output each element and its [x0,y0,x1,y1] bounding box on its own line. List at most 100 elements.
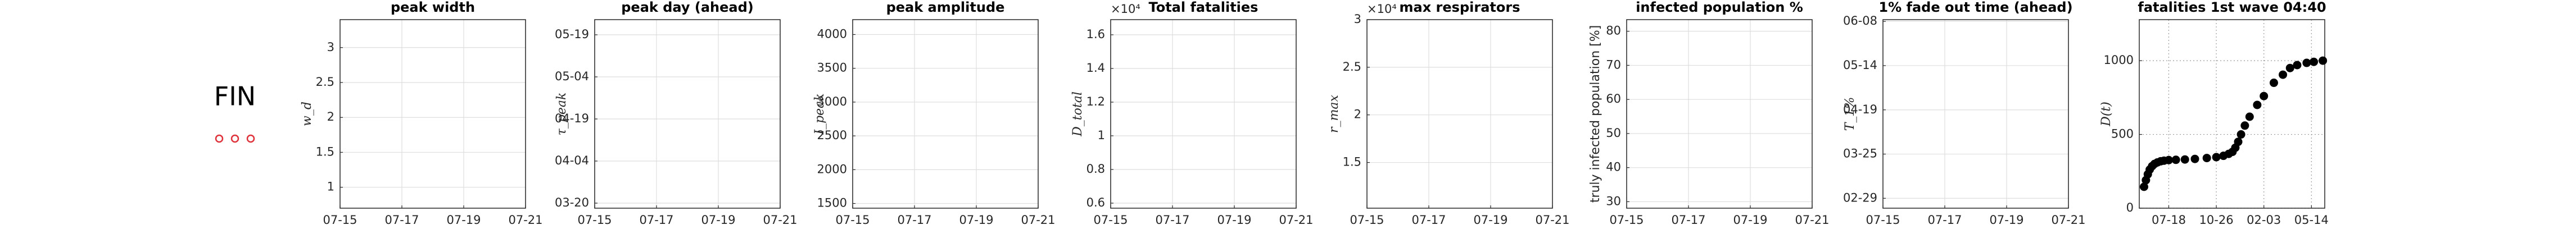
country-label: FIN [214,81,256,112]
y-tick-label: 04-19 [1843,103,1877,116]
chart-title: max respirators [1400,0,1520,15]
axes-box [1110,19,1297,209]
data-point [2180,155,2189,164]
x-tick-label: 07-21 [1021,213,1055,227]
panel: 1 1.5 2 2.5 3 07-15 07-17 07-19 07-21 peak width w… [300,0,543,227]
y-tick-label: 2000 [817,162,847,176]
x-tick-label: 07-17 [639,213,673,227]
y-tick-label: 80 [1606,24,1621,38]
y-tick-label: 06-08 [1843,14,1877,27]
data-point [2240,121,2249,130]
data-point [2260,91,2269,100]
panel: 30 40 50 60 70 80 07-15 07-17 07-19 07-21 infected… [1588,0,1830,227]
data-point [2171,155,2180,164]
x-tick-label: 07-21 [508,213,542,227]
x-tick-label: 07-17 [897,213,931,227]
y-tick-label: 1000 [2104,53,2134,67]
x-tick-label: 07-17 [1411,213,1446,227]
x-tick-label: 07-21 [1535,213,1569,227]
y-axis-label: D_total [1071,91,1085,137]
axes-box [339,19,526,209]
y-axis-label: T_1% [1843,97,1857,131]
data-point [2293,61,2302,70]
x-tick-label: 05-14 [2294,213,2329,227]
chart-title: 1% fade out time (ahead) [1878,0,2072,15]
data-point [2279,70,2288,79]
chart-title: peak width [391,0,475,15]
y-tick-label: 1.4 [1086,61,1105,75]
y-tick-label: 1.5 [316,145,334,158]
x-tick-label: 07-19 [1473,213,1507,227]
x-tick-label: 07-21 [2051,213,2085,227]
y-tick-label: 1.2 [1086,95,1105,108]
data-point [2302,58,2311,67]
y-axis-label: I_peak [813,93,827,135]
y-tick-label: 4000 [817,27,847,40]
x-tick-label: 07-17 [1671,213,1705,227]
panel: 0 500 1000 07-18 10-26 02-03 05-14 fatalities 1… [2099,0,2329,227]
y-exponent: ×10⁴ [1111,2,1140,16]
data-point [2253,100,2262,109]
x-tick-label: 07-19 [959,213,993,227]
x-tick-label: 07-19 [1733,213,1767,227]
x-tick-label: 07-19 [1989,213,2023,227]
panel: 03-20 04-04 04-19 05-04 05-19 07-15 07-17 07-19… [555,0,798,227]
chart-title: fatalities 1st wave 04:40 [2138,0,2326,15]
axes-box [594,19,781,209]
x-tick-label: 02-03 [2247,213,2281,227]
x-tick-label: 10-26 [2199,213,2234,227]
marker-icon [246,134,255,143]
y-tick-label: 2.5 [316,75,334,89]
y-axis-label: r_max [1327,94,1341,132]
y-tick-label: 0.6 [1086,196,1105,209]
y-tick-label: 05-14 [1843,58,1877,72]
data-point [2234,137,2243,146]
y-axis-label: D(t) [2099,102,2113,127]
y-axis-label: w_d [300,102,314,126]
x-tick-label: 07-15 [577,213,612,227]
x-tick-label: 07-15 [323,213,357,227]
axes-box [852,19,1039,209]
panel: 0.6 0.8 1 1.2 1.4 1.6 07-15 07-17 07-19 07-21 Tota… [1071,0,1314,227]
y-exponent: ×10⁴ [1367,2,1397,16]
y-axis-label: τ_peak [555,93,569,136]
chart-title: Total fatalities [1149,0,1258,15]
y-tick-label: 2500 [817,129,847,142]
y-tick-label: 04-04 [555,154,589,167]
data-point [2245,112,2254,121]
data-point [2164,155,2173,164]
axes-box [2139,19,2325,209]
data-point [2269,79,2278,88]
data-point [2310,57,2319,66]
x-tick-label: 07-21 [1279,213,1313,227]
data-point [2285,63,2294,72]
y-tick-label: 40 [1606,160,1621,174]
x-tick-label: 07-15 [1093,213,1128,227]
y-tick-label: 05-04 [555,70,589,83]
x-tick-label: 07-21 [763,213,797,227]
y-tick-label: 3 [1354,12,1361,26]
x-tick-label: 07-17 [384,213,419,227]
chart-title: peak amplitude [886,0,1005,15]
x-tick-label: 07-15 [1609,213,1644,227]
y-tick-label: 70 [1606,58,1621,71]
chart-title: peak day (ahead) [621,0,753,15]
y-tick-label: 05-19 [555,27,589,41]
panel: 02-29 03-25 04-19 05-14 06-08 07-15 07-17 07-19… [1843,0,2086,227]
y-tick-label: 0 [2126,201,2134,214]
data-point [2212,153,2221,162]
y-tick-label: 0.8 [1086,162,1105,176]
x-tick-label: 07-18 [2152,213,2186,227]
data-point [2319,56,2328,65]
y-tick-label: 3 [327,40,334,54]
y-tick-label: 3000 [817,95,847,108]
x-tick-label: 07-17 [1155,213,1189,227]
marker-icon [230,134,239,143]
y-axis-label: truly infected population [%] [1588,25,1602,203]
axes-box [1366,19,1553,209]
x-tick-label: 07-19 [446,213,481,227]
x-tick-label: 07-15 [1866,213,1900,227]
y-tick-label: 1500 [817,196,847,210]
panel: 1.5 2 2.5 3 07-15 07-17 07-19 07-21 max respirat… [1327,0,1570,227]
